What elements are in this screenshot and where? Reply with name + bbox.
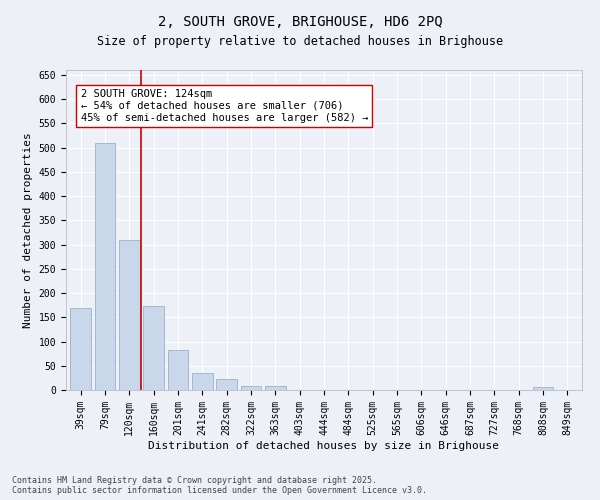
Bar [70, 308, 91, 390]
Y-axis label: Number of detached properties: Number of detached properties [23, 132, 33, 328]
Bar [192, 373, 212, 390]
Bar [265, 386, 286, 390]
Bar [241, 386, 262, 390]
Text: Contains HM Land Registry data © Crown copyright and database right 2025.
Contai: Contains HM Land Registry data © Crown c… [12, 476, 427, 495]
Bar [216, 380, 237, 390]
X-axis label: Distribution of detached houses by size in Brighouse: Distribution of detached houses by size … [149, 440, 499, 450]
Text: Size of property relative to detached houses in Brighouse: Size of property relative to detached ho… [97, 35, 503, 48]
Bar [143, 306, 164, 390]
Bar [119, 240, 140, 390]
Text: 2 SOUTH GROVE: 124sqm
← 54% of detached houses are smaller (706)
45% of semi-det: 2 SOUTH GROVE: 124sqm ← 54% of detached … [80, 90, 368, 122]
Text: 2, SOUTH GROVE, BRIGHOUSE, HD6 2PQ: 2, SOUTH GROVE, BRIGHOUSE, HD6 2PQ [158, 15, 442, 29]
Bar [95, 142, 115, 390]
Bar [533, 386, 553, 390]
Bar [167, 350, 188, 390]
